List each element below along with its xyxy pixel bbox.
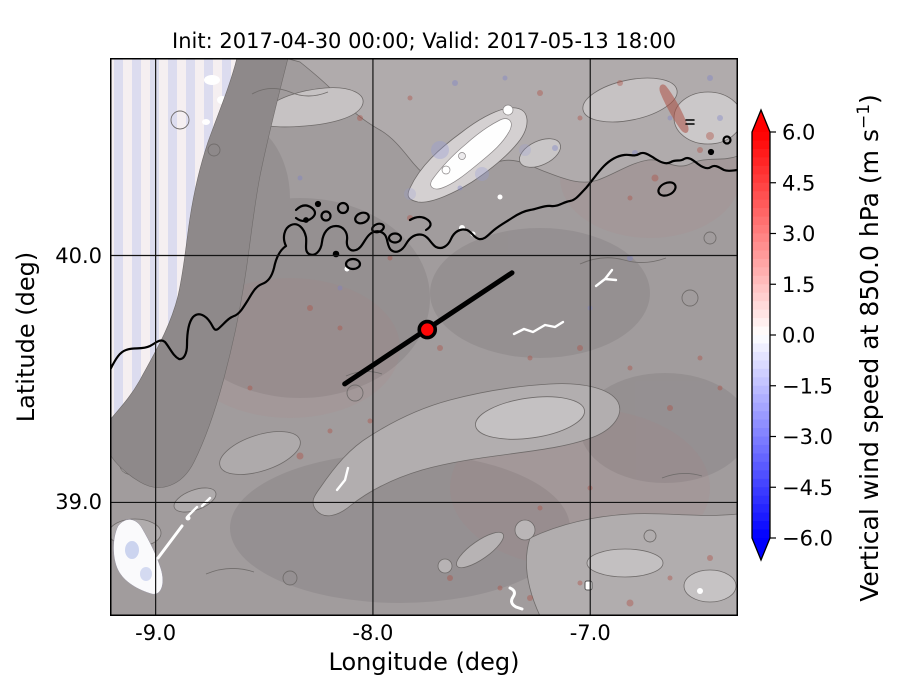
wind-speckles-blue <box>297 75 723 311</box>
colorbar-tick-label: 6.0 <box>782 121 815 145</box>
colorbar-tick-label: 4.5 <box>782 171 815 195</box>
ridge-highlight <box>430 104 514 190</box>
orography-contour <box>110 119 738 372</box>
terrain-light-regions <box>110 58 738 616</box>
colorbar-arrow-bottom <box>752 538 770 560</box>
colorbar-label-text: Vertical wind speed at 850.0 hPa (m s <box>855 129 885 602</box>
colorbar-gradient <box>752 132 770 539</box>
plot-title: Init: 2017-04-30 00:00; Valid: 2017-05-1… <box>172 29 676 53</box>
y-axis-label: Latitude (deg) <box>12 251 40 423</box>
y-tick-label: 40.0 <box>55 243 102 268</box>
estuary <box>113 515 191 595</box>
colorbar-tick-label: −1.5 <box>782 374 833 398</box>
colorbar-tick-label: 0.0 <box>782 324 815 348</box>
colorbar-tick-label: −4.5 <box>782 476 833 500</box>
colorbar-label-close: ) <box>855 94 885 104</box>
colorbar-label-exponent: −1 <box>853 103 874 130</box>
colorbar-tick-label: −6.0 <box>782 527 833 551</box>
x-axis-label: Longitude (deg) <box>328 648 520 676</box>
colorbar-tick-label: 3.0 <box>782 222 815 246</box>
grid-lines <box>110 58 738 616</box>
y-tick-label: 39.0 <box>55 490 102 515</box>
x-tick-label: -8.0 <box>352 621 394 645</box>
coastal-dark-strip <box>110 58 289 488</box>
downdraft-tint <box>404 141 531 200</box>
x-tick-label: -9.0 <box>135 621 177 645</box>
x-tick-label: -7.0 <box>569 621 611 645</box>
colorbar-label: Vertical wind speed at 850.0 hPa (m s−1) <box>854 94 884 602</box>
map-canvas <box>110 58 738 616</box>
colorbar-tick-label: −3.0 <box>782 425 833 449</box>
colorbar-tick-label: 1.5 <box>782 273 815 297</box>
colorbar-ticks: 6.0 4.5 3.0 1.5 0.0 −1.5 −3.0 −4.5 −6.0 <box>770 121 833 551</box>
colorbar: 6.0 4.5 3.0 1.5 0.0 −1.5 −3.0 −4.5 −6.0 <box>751 108 833 562</box>
terrain-contours <box>170 88 717 586</box>
colorbar-arrow-top <box>752 110 770 132</box>
plot-border <box>110 58 738 616</box>
station-marker <box>417 319 438 340</box>
